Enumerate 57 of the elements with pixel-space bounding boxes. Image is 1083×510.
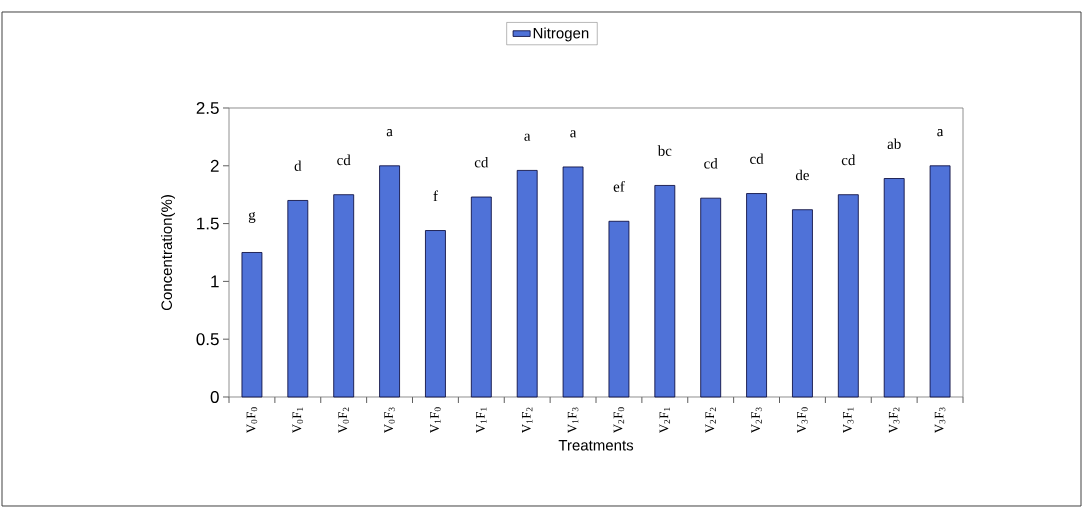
data-label: ef — [613, 181, 625, 192]
y-tick-label: 2.5 — [196, 101, 219, 115]
bar — [562, 166, 584, 398]
data-label: g — [248, 212, 256, 223]
bar — [287, 200, 309, 398]
bar — [883, 178, 905, 398]
data-label: bc — [657, 145, 672, 156]
x-tick-label: V$_{1}$F$_{2}$ — [521, 407, 533, 434]
y-tick-label: 1.5 — [197, 217, 219, 230]
data-label: ab — [887, 138, 901, 149]
x-tick-label: V$_{2}$F$_{1}$ — [659, 407, 671, 434]
data-label: f — [433, 190, 438, 201]
data-label: a — [386, 129, 393, 137]
y-tick-label: 0 — [210, 390, 219, 404]
y-tick-label: 0.5 — [196, 333, 219, 346]
x-tick-label: V$_{1}$F$_{0}$ — [430, 407, 441, 434]
y-axis-title: Concentration(%) — [161, 195, 175, 311]
x-axis-title: Treatments — [558, 440, 634, 451]
data-label: cd — [704, 158, 718, 169]
bar — [792, 209, 813, 398]
x-tick-label: V$_{0}$F$_{0}$ — [246, 407, 258, 434]
data-label: cd — [841, 154, 856, 166]
bar — [654, 185, 676, 398]
bar — [470, 196, 492, 398]
data-label: a — [570, 130, 577, 138]
bar — [379, 165, 400, 398]
x-tick-label: V$_{3}$F$_{3}$ — [934, 407, 946, 434]
x-tick-label: V$_{1}$F$_{3}$ — [567, 407, 579, 434]
x-tick-label: V$_{0}$F$_{2}$ — [338, 407, 349, 434]
bar — [333, 194, 355, 398]
x-tick-label: V$_{2}$F$_{0}$ — [613, 407, 625, 434]
x-tick-label: V$_{2}$F$_{2}$ — [705, 407, 716, 434]
y-tick-label: 2 — [210, 159, 219, 172]
bar — [929, 165, 951, 398]
x-tick-label: V$_{1}$F$_{1}$ — [476, 407, 487, 434]
bar — [700, 197, 722, 398]
y-tick-label: 1 — [211, 275, 219, 288]
data-label: a — [937, 129, 944, 137]
x-tick-label: V$_{3}$F$_{0}$ — [797, 407, 808, 434]
x-tick-label: V$_{2}$F$_{3}$ — [751, 407, 762, 434]
bar — [608, 220, 630, 398]
x-tick-label: V$_{3}$F$_{1}$ — [843, 407, 854, 434]
x-tick-label: V$_{0}$F$_{3}$ — [384, 407, 395, 434]
bar — [241, 252, 263, 398]
data-label: de — [795, 169, 809, 181]
bar — [837, 194, 859, 398]
data-label: cd — [750, 153, 764, 164]
data-label: a — [524, 133, 531, 141]
x-tick-label: V$_{0}$F$_{1}$ — [292, 407, 304, 434]
legend-label: Nitrogen — [533, 27, 589, 42]
x-tick-label: V$_{3}$F$_{2}$ — [888, 407, 900, 434]
bar — [516, 170, 538, 398]
data-label: d — [294, 160, 302, 171]
data-label: cd — [337, 154, 351, 166]
bar — [746, 193, 767, 398]
data-label: cd — [474, 156, 489, 168]
bar — [425, 230, 446, 398]
